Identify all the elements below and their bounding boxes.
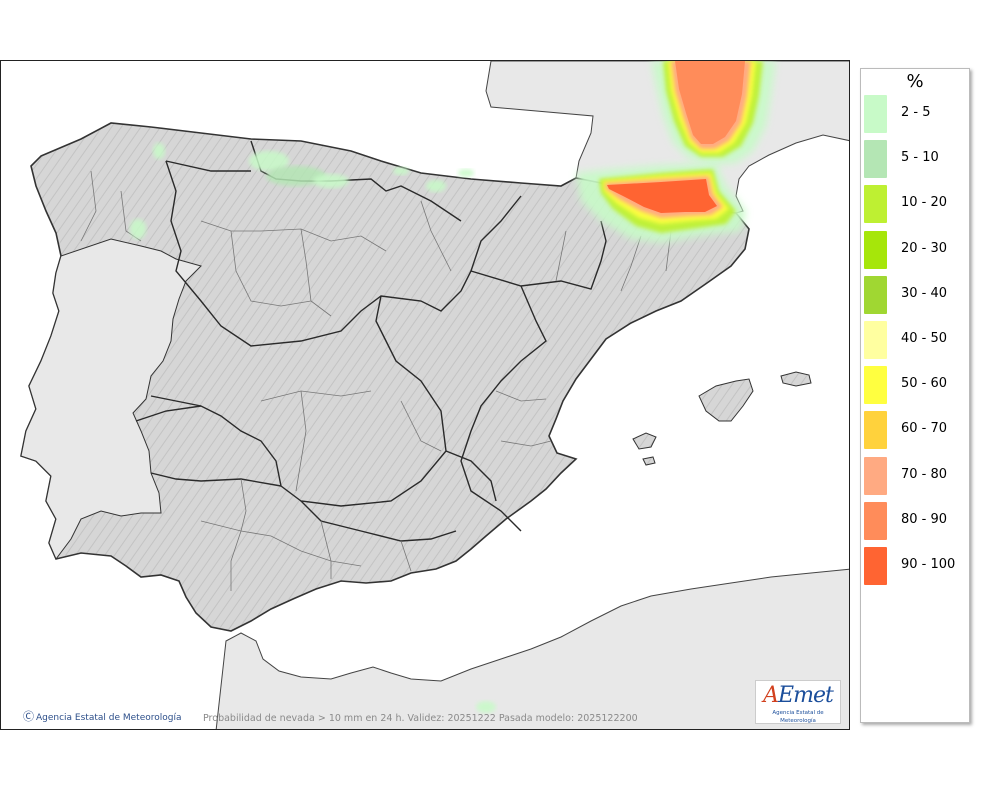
legend-label: 30 - 40 (901, 285, 948, 301)
legend-label: 2 - 5 (901, 105, 931, 120)
legend-panel: % 2 - 5 5 - 10 10 - 20 20 - 30 30 - 40 40 - 5… (860, 68, 970, 723)
legend-item: 10 - 20 (864, 183, 969, 225)
map-canvas (20, 61, 849, 729)
mallorca-land (698, 378, 754, 422)
legend-item: 90 - 100 (864, 545, 969, 587)
legend-item: 80 - 90 (864, 500, 969, 542)
legend-item: 50 - 60 (864, 364, 969, 406)
legend-item: 2 - 5 (864, 93, 969, 135)
legend-swatch (864, 230, 887, 269)
legend-item: 60 - 70 (864, 409, 969, 451)
copyright-icon: Ⓒ (23, 710, 34, 723)
province-borders (80, 170, 672, 591)
menorca-land (780, 371, 812, 387)
legend-label: 80 - 90 (901, 511, 948, 527)
legend-swatch (864, 547, 887, 585)
portugal-land (20, 238, 202, 560)
logo-subtitle: Agencia Estatal de Meteorología (772, 710, 824, 724)
legend-swatch (864, 411, 887, 450)
legend-label: 5 - 10 (901, 150, 939, 166)
legend-label: 60 - 70 (901, 421, 948, 437)
logo-wordmark: AEmet (763, 683, 834, 708)
snow-probability-overlay (130, 61, 776, 713)
credit-text: Agencia Estatal de Meteorología (36, 713, 182, 723)
credit-line: Ⓒ Agencia Estatal de Meteorología (23, 708, 182, 724)
legend-label: 20 - 30 (901, 240, 948, 256)
legend-label: 50 - 60 (901, 376, 948, 392)
africa-land (215, 568, 849, 729)
legend-swatch (864, 140, 887, 179)
legend-title: % (906, 71, 924, 92)
legend-item: 5 - 10 (864, 138, 969, 180)
ibiza-land (632, 432, 657, 450)
aemet-logo: AEmet Agencia Estatal de Meteorología (755, 680, 841, 724)
legend-swatch (864, 95, 887, 133)
legend-label: 70 - 80 (901, 466, 948, 482)
legend-swatch (864, 275, 887, 314)
legend-item: 40 - 50 (864, 319, 969, 361)
legend-item: 70 - 80 (864, 455, 969, 497)
legend-label: 10 - 20 (901, 195, 948, 211)
legend-label: 90 - 100 (901, 557, 956, 572)
legend-swatch (864, 456, 887, 495)
legend-swatch (864, 501, 887, 540)
map-caption: Probabilidad de nevada > 10 mm en 24 h. … (203, 713, 638, 724)
formentera-land (642, 456, 656, 466)
legend-item: 20 - 30 (864, 229, 969, 271)
region-borders (135, 140, 607, 542)
legend-item: 30 - 40 (864, 274, 969, 316)
map-panel: Ⓒ Agencia Estatal de Meteorología Probabi… (0, 60, 850, 730)
legend-label: 40 - 50 (901, 331, 948, 346)
legend-swatch (864, 321, 887, 359)
legend-swatch (864, 185, 887, 224)
legend-swatch (864, 366, 887, 405)
